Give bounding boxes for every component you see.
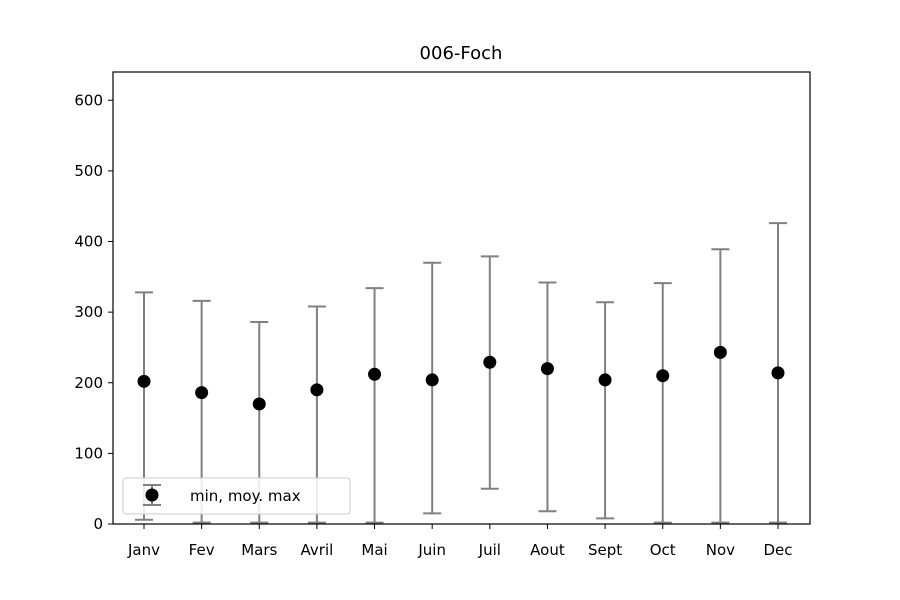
y-tick-label-6: 600 (74, 91, 103, 109)
y-tick-label-0: 0 (93, 515, 103, 533)
mean-point-0 (137, 374, 151, 388)
y-tick-label-2: 200 (74, 374, 103, 392)
x-tick-label-8: Sept (588, 541, 622, 559)
mean-point-8 (598, 373, 612, 387)
mean-point-5 (425, 373, 439, 387)
mean-point-6 (483, 355, 497, 369)
x-tick-label-7: Aout (530, 541, 565, 559)
x-tick-label-10: Nov (706, 541, 735, 559)
mean-point-3 (310, 383, 324, 397)
mean-point-1 (195, 386, 209, 400)
y-tick-label-4: 400 (74, 233, 103, 251)
x-tick-label-0: Janv (127, 541, 160, 559)
legend-marker (143, 484, 161, 506)
x-tick-label-3: Avril (301, 541, 334, 559)
mean-point-10 (713, 345, 727, 359)
axes-frame (112, 71, 811, 525)
y-tick-label-3: 300 (74, 303, 103, 321)
mean-point-7 (540, 362, 554, 376)
legend: min, moy. max (122, 477, 351, 515)
x-tick-label-2: Mars (241, 541, 277, 559)
mean-point-2 (252, 397, 266, 411)
mean-point-4 (368, 367, 382, 381)
legend-dot (145, 488, 159, 502)
x-tick-label-5: Juin (417, 541, 446, 559)
x-tick-label-4: Mai (361, 541, 387, 559)
x-tick-label-11: Dec (763, 541, 792, 559)
y-tick-label-5: 500 (74, 162, 103, 180)
legend-label: min, moy. max (190, 487, 301, 505)
x-tick-label-6: Juil (478, 541, 501, 559)
mean-point-11 (771, 366, 785, 380)
x-tick-label-1: Fev (189, 541, 215, 559)
x-tick-label-9: Oct (650, 541, 676, 559)
legend-box (122, 477, 351, 515)
chart-title: 006-Foch (420, 43, 503, 64)
y-tick-label-1: 100 (74, 444, 103, 462)
mean-point-9 (656, 369, 670, 383)
plot-area: 0 100 200 300 400 500 600 Janv Fev Mars Avril Mai Ju… (74, 91, 792, 559)
